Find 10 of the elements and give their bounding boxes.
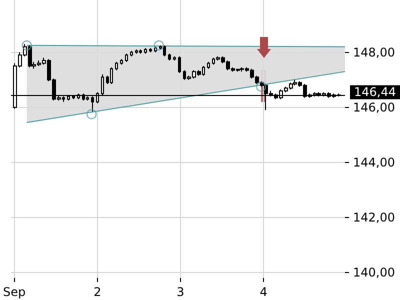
- ref-line-label: 146,44: [354, 85, 396, 100]
- x-tick-label: 4: [260, 285, 268, 299]
- y-tick-label: 148,00: [353, 45, 395, 60]
- y-tick-label: 144,00: [353, 155, 395, 170]
- x-tick-label: 3: [176, 285, 184, 299]
- x-tick-label: 2: [94, 285, 102, 299]
- y-tick-label: 146,00: [353, 100, 395, 114]
- x-tick-label: Sep: [2, 285, 26, 299]
- y-tick-label: 140,00: [353, 265, 395, 280]
- y-tick-label: 142,00: [353, 210, 395, 224]
